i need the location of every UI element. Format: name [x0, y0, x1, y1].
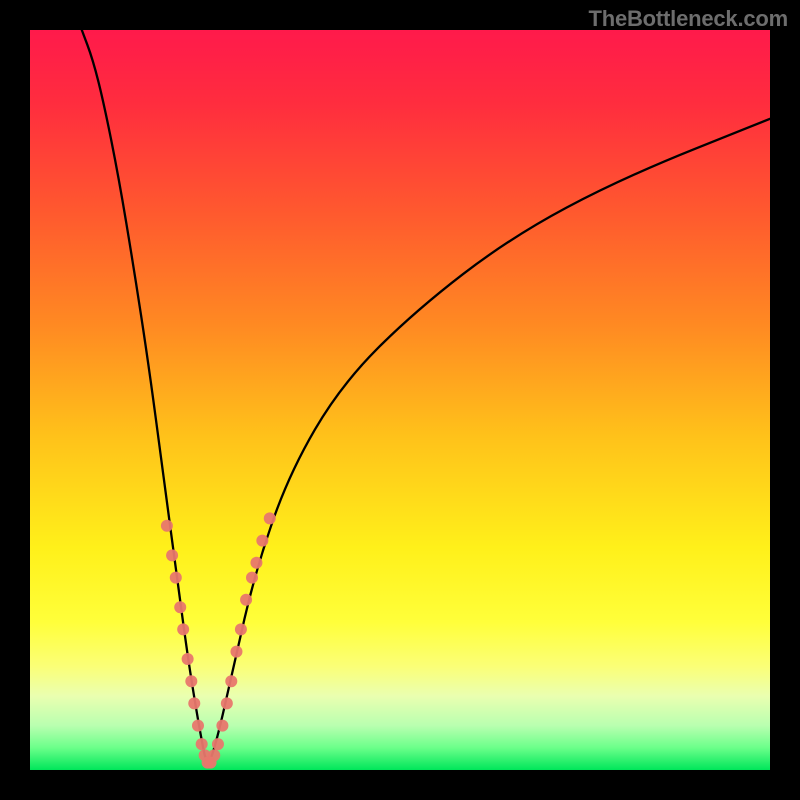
scatter-point [196, 738, 208, 750]
scatter-point [246, 572, 258, 584]
scatter-point [230, 646, 242, 658]
scatter-point [208, 749, 220, 761]
scatter-point [216, 720, 228, 732]
scatter-point [256, 535, 268, 547]
scatter-point [174, 601, 186, 613]
plot-area [30, 30, 770, 770]
scatter-point [225, 675, 237, 687]
scatter-point [182, 653, 194, 665]
chart-container: TheBottleneck.com [0, 0, 800, 800]
scatter-point [192, 720, 204, 732]
chart-svg [0, 0, 800, 800]
scatter-point [177, 623, 189, 635]
scatter-point [161, 520, 173, 532]
scatter-point [185, 675, 197, 687]
scatter-point [250, 557, 262, 569]
scatter-point [170, 572, 182, 584]
scatter-point [240, 594, 252, 606]
scatter-point [188, 697, 200, 709]
scatter-point [221, 697, 233, 709]
scatter-point [166, 549, 178, 561]
watermark-text: TheBottleneck.com [588, 6, 788, 32]
scatter-point [235, 623, 247, 635]
scatter-point [212, 738, 224, 750]
scatter-point [264, 512, 276, 524]
